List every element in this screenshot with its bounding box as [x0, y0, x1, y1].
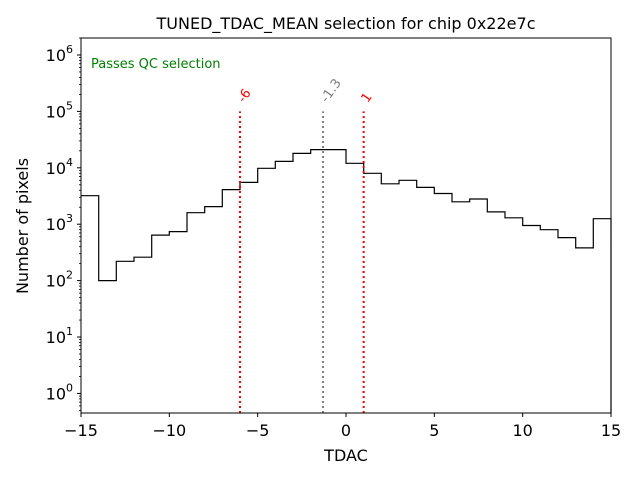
x-tick-label: −15	[64, 421, 98, 440]
cut-line-label-0: -6	[235, 86, 255, 105]
qc-annotation: Passes QC selection	[91, 57, 221, 72]
x-tick-label: 15	[601, 421, 621, 440]
cut-line-label-1: -1.3	[318, 76, 345, 105]
y-axis-label: Number of pixels	[13, 158, 32, 294]
y-tick-label: 103	[46, 212, 73, 234]
y-tick-label: 105	[46, 99, 73, 121]
y-tick-label: 101	[46, 325, 73, 347]
x-tick-label: 5	[429, 421, 439, 440]
y-tick-label: 104	[46, 156, 73, 178]
x-tick-label: 10	[512, 421, 532, 440]
x-tick-label: −10	[152, 421, 186, 440]
x-axis-label: TDAC	[323, 446, 368, 465]
y-tick-label: 102	[46, 269, 73, 291]
cut-line-label-2: 1	[359, 90, 376, 105]
y-tick-label: 106	[46, 43, 73, 65]
histogram-step-line	[81, 149, 612, 413]
x-tick-label: −5	[246, 421, 270, 440]
x-tick-label: 0	[341, 421, 351, 440]
y-tick-label: 100	[46, 381, 73, 403]
chart-title: TUNED_TDAC_MEAN selection for chip 0x22e…	[156, 14, 536, 34]
